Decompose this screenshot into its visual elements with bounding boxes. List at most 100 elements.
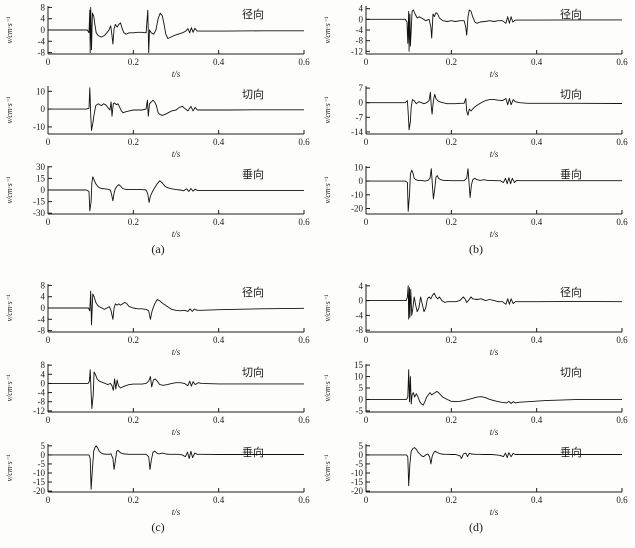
plot-a-tangential: 100-100 0.2 0.4 0.6t/sv/cm·s⁻¹切向	[5, 86, 310, 159]
svg-text:10: 10	[354, 372, 364, 382]
svg-text:0.6: 0.6	[298, 495, 310, 505]
svg-text:0: 0	[46, 137, 51, 147]
svg-text:-4: -4	[38, 36, 46, 46]
svg-text:-8: -8	[38, 397, 46, 407]
svg-text:-20: -20	[351, 486, 363, 496]
svg-text:v/cm·s⁻¹: v/cm·s⁻¹	[5, 176, 14, 203]
svg-text:15: 15	[36, 173, 46, 183]
svg-text:0: 0	[359, 296, 364, 306]
plot-d-vertical: 50-5-10-15-200 0.2 0.4 0.6t/sv/cm·s⁻¹垂向	[323, 441, 628, 517]
svg-text:垂向: 垂向	[242, 167, 264, 181]
svg-text:-10: -10	[351, 190, 363, 200]
svg-text:0.2: 0.2	[446, 57, 457, 67]
svg-text:v/cm·s⁻¹: v/cm·s⁻¹	[5, 294, 14, 321]
svg-text:垂向: 垂向	[560, 445, 582, 459]
svg-text:v/cm·s⁻¹: v/cm·s⁻¹	[5, 96, 14, 123]
svg-text:4: 4	[359, 281, 364, 291]
svg-text:-20: -20	[33, 486, 45, 496]
svg-text:5: 5	[359, 441, 364, 451]
svg-text:径向: 径向	[560, 7, 582, 21]
svg-text:8: 8	[41, 360, 46, 370]
plot-c-radial: 840-4-80 0.2 0.4 0.6t/sv/cm·s⁻¹径向	[5, 280, 310, 357]
svg-text:0: 0	[46, 217, 51, 227]
svg-text:t/s: t/s	[490, 229, 499, 239]
svg-text:-10: -10	[33, 122, 45, 132]
svg-text:v/cm·s⁻¹: v/cm·s⁻¹	[323, 454, 332, 481]
svg-text:v/cm·s⁻¹: v/cm·s⁻¹	[323, 96, 332, 123]
svg-text:0.4: 0.4	[213, 57, 225, 67]
svg-text:0: 0	[41, 185, 46, 195]
svg-text:0: 0	[364, 415, 369, 425]
svg-text:-4: -4	[38, 314, 46, 324]
svg-text:0.4: 0.4	[213, 335, 225, 345]
svg-text:v/cm·s⁻¹: v/cm·s⁻¹	[323, 176, 332, 203]
svg-text:0.2: 0.2	[128, 415, 139, 425]
subfigure-label-d: (d)	[469, 520, 483, 534]
svg-text:8: 8	[41, 280, 46, 290]
svg-text:0: 0	[41, 450, 46, 460]
svg-text:0.6: 0.6	[298, 217, 310, 227]
svg-text:10: 10	[354, 162, 364, 172]
svg-text:4: 4	[41, 14, 46, 24]
svg-text:0.6: 0.6	[616, 57, 628, 67]
svg-text:-5: -5	[356, 406, 364, 416]
svg-text:0.4: 0.4	[531, 217, 543, 227]
subfigure-b: 4 0 -4 -8 -12 0 0.2 0.4 0.6 t/s v/cm·s⁻¹ 径向 7 0 -7 -14…	[320, 2, 635, 257]
svg-text:0.4: 0.4	[213, 137, 225, 147]
svg-text:t/s: t/s	[490, 149, 499, 159]
plot-b-vertical: 100-10-200 0.2 0.4 0.6t/sv/cm·s⁻¹垂向	[323, 162, 628, 239]
plot-d-radial: 40-4-80 0.2 0.4 0.6t/sv/cm·s⁻¹径向	[323, 281, 628, 357]
svg-text:v/cm·s⁻¹: v/cm·s⁻¹	[323, 16, 332, 43]
svg-text:5: 5	[41, 441, 46, 451]
svg-text:t/s: t/s	[172, 149, 181, 159]
svg-text:0: 0	[359, 450, 364, 460]
svg-text:4: 4	[41, 292, 46, 302]
svg-text:-8: -8	[38, 326, 46, 336]
plot-c-vertical: 50-5-10-15-200 0.2 0.4 0.6t/sv/cm·s⁻¹垂向	[5, 441, 310, 517]
svg-text:0: 0	[364, 137, 369, 147]
svg-text:0: 0	[46, 495, 51, 505]
svg-text:t/s: t/s	[172, 427, 181, 437]
svg-text:t/s: t/s	[172, 229, 181, 239]
svg-text:0: 0	[46, 335, 51, 345]
svg-text:4: 4	[359, 4, 364, 14]
svg-text:-20: -20	[351, 204, 363, 214]
svg-text:0: 0	[46, 57, 51, 67]
svg-text:-7: -7	[356, 112, 364, 122]
plot-b-tangential: 70-7-140 0.2 0.4 0.6t/sv/cm·s⁻¹切向	[323, 83, 628, 159]
svg-text:0.2: 0.2	[446, 335, 457, 345]
svg-text:0.6: 0.6	[616, 217, 628, 227]
svg-text:-15: -15	[33, 197, 45, 207]
svg-text:0.6: 0.6	[616, 137, 628, 147]
subfigure-c: 8 4 0 -4 -8 0 0.2 0.4 0.6 t/s v/cm·s⁻¹ 径向 8 4 0 -4 -8 -1…	[2, 280, 317, 535]
svg-text:0.2: 0.2	[128, 495, 139, 505]
svg-text:垂向: 垂向	[242, 445, 264, 459]
svg-text:15: 15	[354, 360, 364, 370]
svg-text:垂向: 垂向	[560, 167, 582, 181]
svg-text:0.2: 0.2	[128, 217, 139, 227]
subfigure-d: 4 0 -4 -8 0 0.2 0.4 0.6 t/s v/cm·s⁻¹ 径向 15 10 5 0 -5 0 0…	[320, 280, 635, 535]
svg-text:0.4: 0.4	[531, 415, 543, 425]
svg-text:切向: 切向	[560, 87, 582, 101]
svg-text:0.6: 0.6	[616, 335, 628, 345]
svg-text:0: 0	[46, 415, 51, 425]
svg-text:-30: -30	[33, 208, 45, 218]
svg-text:t/s: t/s	[172, 347, 181, 357]
svg-text:30: 30	[36, 162, 46, 172]
svg-text:-10: -10	[33, 468, 45, 478]
svg-text:-5: -5	[38, 459, 46, 469]
svg-text:-14: -14	[351, 127, 363, 137]
svg-text:0.4: 0.4	[213, 495, 225, 505]
svg-text:t/s: t/s	[490, 427, 499, 437]
svg-text:0: 0	[364, 57, 369, 67]
svg-text:t/s: t/s	[172, 69, 181, 79]
svg-text:t/s: t/s	[490, 69, 499, 79]
svg-text:0.4: 0.4	[531, 57, 543, 67]
svg-text:0: 0	[364, 495, 369, 505]
svg-text:-8: -8	[356, 325, 364, 335]
svg-text:-4: -4	[356, 310, 364, 320]
svg-text:0.4: 0.4	[213, 217, 225, 227]
